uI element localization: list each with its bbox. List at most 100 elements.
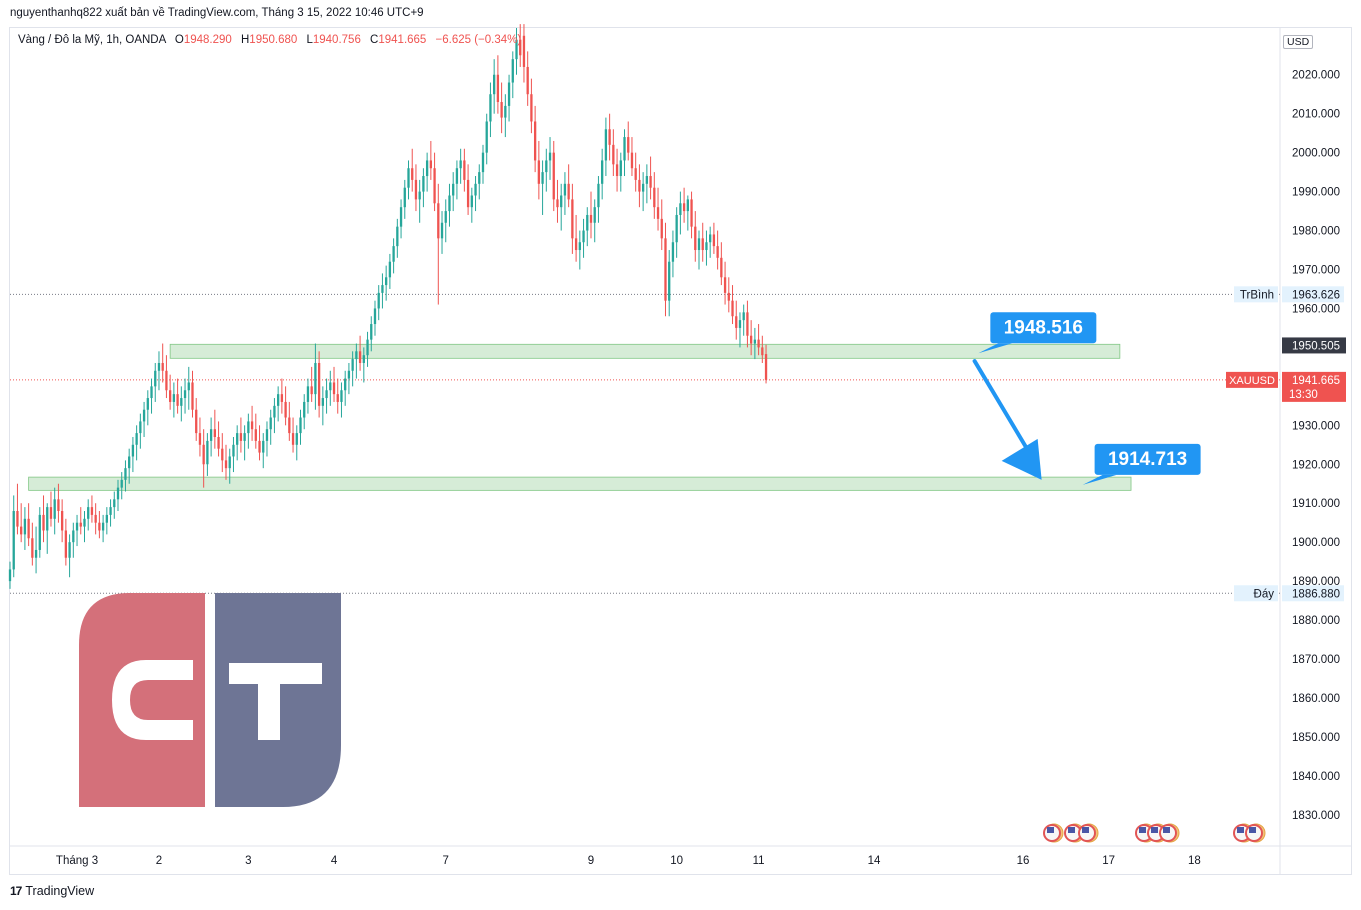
candle-body [694, 226, 697, 251]
time-tick-label: 17 [1102, 855, 1115, 867]
time-tick-label: 18 [1188, 855, 1201, 867]
candle-body [213, 429, 216, 437]
price-tick-label: 1960.000 [1292, 303, 1340, 315]
candle-body [72, 530, 75, 543]
candle-body [537, 160, 541, 184]
candle-body [697, 238, 701, 251]
candle-body [90, 507, 94, 515]
candle-body [567, 183, 570, 200]
candle-body [712, 234, 716, 247]
time-axis[interactable]: Tháng 3 2 3 4 7 9 10 11 14 16 17 18 [56, 855, 1201, 867]
symbol-tag: XAUUSD [1229, 375, 1275, 387]
candle-body [276, 394, 280, 406]
candle-body [16, 511, 19, 527]
candle-body [753, 339, 757, 344]
candle-body [280, 394, 284, 402]
currency-button[interactable]: USD [1283, 35, 1314, 49]
candle-body [407, 168, 410, 188]
candle-body [723, 277, 727, 293]
symbol-tag-badge [1226, 371, 1278, 388]
time-tick-label: 16 [1017, 855, 1030, 867]
candle-body [109, 507, 112, 515]
candle-body [679, 203, 682, 215]
hline-tag: TrBình [1240, 289, 1274, 301]
candle-body [340, 390, 343, 402]
price-tick-label: 2000.000 [1292, 148, 1340, 160]
candle-body [239, 433, 243, 441]
open-value: 1948.290 [183, 34, 232, 46]
footer-brand[interactable]: 17 TradingView [10, 884, 94, 898]
candle-body [12, 511, 15, 570]
candle-body [504, 105, 507, 118]
candle-body [381, 285, 384, 293]
price-tick-label: 1930.000 [1292, 420, 1340, 432]
time-tick-label: 10 [670, 855, 683, 867]
candle-body [172, 394, 176, 402]
arrow-head [1001, 438, 1042, 480]
candle-body [344, 378, 347, 391]
current-price-badge [1282, 371, 1346, 402]
candle-body [675, 214, 678, 243]
price-tick-label: 1850.000 [1292, 732, 1340, 744]
candle-body [31, 538, 34, 558]
candle-body [645, 176, 649, 184]
event-flag-canton [1047, 827, 1054, 833]
candle-body [355, 351, 358, 360]
event-flag-canton [1237, 827, 1244, 833]
current-price-value: 1941.665 [1292, 375, 1340, 387]
candle-body [604, 129, 608, 161]
callout-box [990, 312, 1097, 344]
price-tick-label: 2020.000 [1292, 70, 1340, 82]
candle-body [556, 199, 559, 208]
candle-body [664, 238, 667, 301]
candle-body [325, 390, 328, 399]
candle-body [493, 74, 496, 95]
candle-body [403, 187, 406, 208]
candle-body [601, 160, 604, 184]
candle-body [597, 183, 600, 208]
candle-body [150, 386, 153, 399]
candle-body [701, 238, 704, 251]
candle-body [690, 199, 693, 227]
candle-body [481, 152, 485, 173]
candle-body [60, 511, 64, 531]
candle-body [113, 499, 116, 508]
candle-body [336, 394, 339, 402]
high-label: H [240, 34, 250, 46]
candle-body [120, 479, 123, 488]
candle-body [243, 433, 246, 441]
candle-body [265, 429, 269, 441]
tradingview-logo-icon: 17 [10, 884, 22, 898]
candle-body [27, 518, 30, 539]
candle-body [254, 429, 257, 441]
time-tick-label: 14 [868, 855, 881, 867]
candle-body [269, 417, 272, 430]
symbol-title: Vàng / Đô la Mỹ, 1h, OANDA [18, 34, 166, 46]
symbol-legend: Vàng / Đô la Mỹ, 1h, OANDA O1948.290 H19… [18, 34, 521, 46]
price-axis[interactable]: 1830.000 1840.000 1850.000 1860.000 1870.000… [1226, 70, 1346, 822]
time-tick-label: 3 [245, 855, 251, 867]
candle-body [738, 320, 742, 328]
marker-price-value: 1950.505 [1292, 340, 1340, 352]
candle-body [183, 390, 187, 399]
candle-body [388, 261, 392, 278]
candle-body [87, 507, 90, 519]
candle-body [429, 160, 433, 169]
candle-body [146, 398, 149, 410]
candle-body [399, 207, 403, 227]
candle-body [485, 121, 488, 153]
candle-body [317, 362, 321, 406]
candle-body [440, 222, 444, 239]
candle-body [705, 242, 708, 251]
candle-body [586, 214, 589, 231]
candle-body [448, 195, 451, 212]
candle-body [128, 456, 131, 469]
price-tick-label: 1920.000 [1292, 459, 1340, 471]
candle-body [709, 234, 712, 243]
candle-body [68, 542, 71, 558]
candle-body [563, 183, 567, 196]
candle-body [295, 433, 298, 445]
chart-frame [9, 27, 1352, 875]
time-tick-label: Tháng 3 [56, 855, 98, 867]
